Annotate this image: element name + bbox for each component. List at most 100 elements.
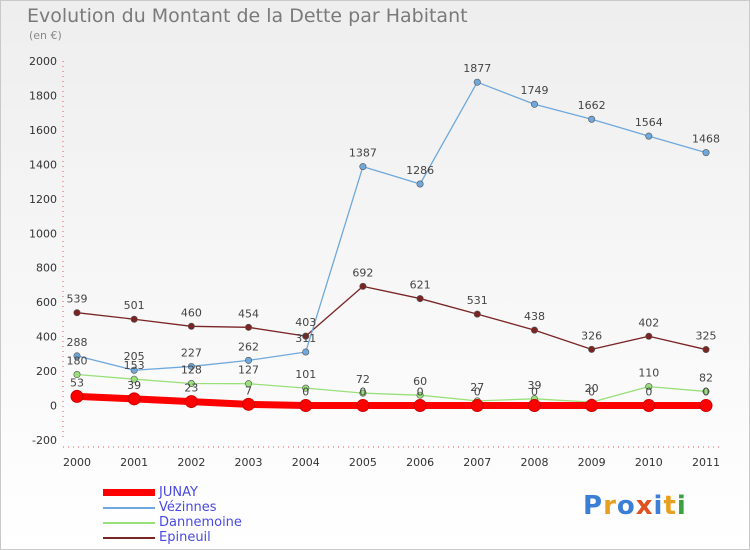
y-tick-label: 2000 <box>29 55 57 68</box>
data-label: 1564 <box>635 116 663 129</box>
data-label: 326 <box>581 329 602 342</box>
data-label: 402 <box>638 316 659 329</box>
data-label: 1468 <box>692 133 720 146</box>
data-label: 0 <box>417 386 424 399</box>
data-point <box>70 389 84 403</box>
data-label: 325 <box>696 330 717 343</box>
chart-legend: JUNAY Vézinnes Dannemoine Epineuil <box>103 485 242 545</box>
data-point <box>645 332 653 340</box>
x-tick-label: 2010 <box>635 456 663 469</box>
data-label: 1749 <box>520 84 548 97</box>
data-point <box>359 389 367 397</box>
data-label: 454 <box>238 307 259 320</box>
data-point <box>130 375 138 383</box>
data-point <box>245 380 253 388</box>
data-point <box>245 323 253 331</box>
chart-title: Evolution du Montant de la Dette par Hab… <box>27 5 468 27</box>
data-label: 39 <box>527 379 541 392</box>
data-label: 23 <box>184 382 198 395</box>
x-tick-label: 2003 <box>235 456 263 469</box>
data-point <box>359 282 367 290</box>
data-label: 288 <box>67 336 88 349</box>
data-point <box>187 379 195 387</box>
data-point <box>473 310 481 318</box>
data-point <box>416 391 424 399</box>
data-label: 53 <box>70 376 84 389</box>
data-label: 72 <box>356 373 370 386</box>
y-tick-label: 1600 <box>29 124 57 137</box>
legend-swatch <box>103 536 155 539</box>
x-tick-label: 2004 <box>292 456 320 469</box>
data-label: 101 <box>295 368 316 381</box>
data-point <box>702 149 710 157</box>
data-label: 0 <box>588 386 595 399</box>
logo-letter: x <box>635 491 654 521</box>
data-label: 1662 <box>578 99 606 112</box>
data-point <box>473 78 481 86</box>
data-point <box>302 332 310 340</box>
data-label: 127 <box>238 364 259 377</box>
legend-item: Epineuil <box>103 530 242 545</box>
y-tick-label: 800 <box>36 262 57 275</box>
legend-swatch <box>103 506 155 509</box>
series-line <box>76 81 707 371</box>
data-point <box>470 399 484 413</box>
legend-item: JUNAY <box>103 485 242 500</box>
legend-label: Dannemoine <box>159 515 242 530</box>
y-tick-label: -200 <box>32 434 57 447</box>
y-tick-label: 400 <box>36 331 57 344</box>
data-label: 227 <box>181 346 202 359</box>
legend-label: Vézinnes <box>159 500 217 515</box>
data-label: 0 <box>359 386 366 399</box>
data-label: 20 <box>585 382 599 395</box>
x-tick-label: 2007 <box>463 456 491 469</box>
chart-subtitle: (en €) <box>29 29 62 42</box>
data-label: 0 <box>531 386 538 399</box>
y-tick-label: 1200 <box>29 193 57 206</box>
proxiti-logo: Proxiti <box>583 491 687 521</box>
data-label: 1387 <box>349 147 377 160</box>
data-point <box>187 362 195 370</box>
logo-letter: o <box>616 491 636 521</box>
data-point <box>699 399 713 413</box>
data-label: 0 <box>302 386 309 399</box>
data-label: 1286 <box>406 164 434 177</box>
data-point <box>416 295 424 303</box>
data-point <box>73 352 81 360</box>
data-label: 531 <box>467 294 488 307</box>
data-point <box>588 345 596 353</box>
data-point <box>73 371 81 379</box>
legend-item: Vézinnes <box>103 500 242 515</box>
x-tick-label: 2005 <box>349 456 377 469</box>
data-point <box>645 383 653 391</box>
data-point <box>127 392 141 406</box>
logo-letter: i <box>653 491 664 521</box>
x-tick-label: 2002 <box>177 456 205 469</box>
data-point <box>187 322 195 330</box>
y-tick-label: 1400 <box>29 158 57 171</box>
data-point <box>645 132 653 140</box>
data-label: 539 <box>67 293 88 306</box>
data-point <box>642 399 656 413</box>
data-label: 27 <box>470 381 484 394</box>
data-label: 39 <box>127 379 141 392</box>
data-point <box>184 395 198 409</box>
legend-label: Epineuil <box>159 530 211 545</box>
logo-letter: P <box>583 491 604 521</box>
logo-letter: i <box>676 491 687 521</box>
data-point <box>527 399 541 413</box>
data-label: 82 <box>699 371 713 384</box>
data-label: 180 <box>67 355 88 368</box>
y-tick-label: 600 <box>36 296 57 309</box>
x-tick-label: 2011 <box>692 456 720 469</box>
data-point <box>73 309 81 317</box>
y-tick-label: 200 <box>36 365 57 378</box>
data-point <box>356 399 370 413</box>
data-point <box>702 346 710 354</box>
x-tick-label: 2000 <box>63 456 91 469</box>
data-label: 311 <box>295 332 316 345</box>
data-point <box>585 399 599 413</box>
data-label: 621 <box>410 279 431 292</box>
data-label: 153 <box>124 359 145 372</box>
data-point <box>530 326 538 334</box>
